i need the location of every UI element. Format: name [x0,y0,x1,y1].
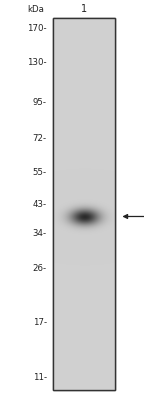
Bar [53,18,115,390]
Text: kDa: kDa [27,5,44,14]
Text: 130-: 130- [27,58,47,68]
Text: 72-: 72- [33,134,47,143]
Text: 17-: 17- [33,318,47,327]
Text: 55-: 55- [33,168,47,177]
Text: 95-: 95- [33,98,47,108]
Text: 26-: 26- [33,264,47,273]
Text: 34-: 34- [33,230,47,238]
Text: 170-: 170- [27,24,47,33]
Bar [53,18,115,390]
Text: 43-: 43- [33,200,47,208]
Text: 1: 1 [81,4,87,14]
Text: 11-: 11- [33,373,47,382]
